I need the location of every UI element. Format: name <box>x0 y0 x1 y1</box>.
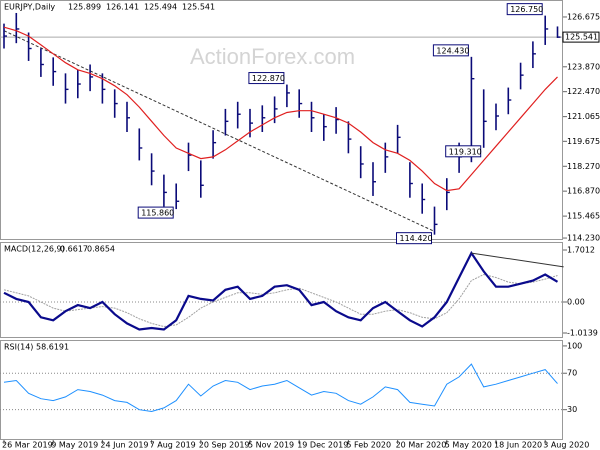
price-label-box <box>396 232 432 245</box>
watermark: ActionForex.com <box>190 44 355 69</box>
x-tick-label: 5 May 2020 <box>445 441 492 450</box>
x-tick-label: 5 Nov 2019 <box>248 441 294 450</box>
y-tick-label: 121.065 <box>567 112 600 121</box>
trend-line <box>471 252 564 268</box>
x-tick-label: 26 Mar 2019 <box>2 441 53 450</box>
price-label-box <box>137 206 174 219</box>
price-label-box <box>432 44 469 57</box>
y-tick-label: -1.0139 <box>567 328 598 337</box>
y-tick-label: 122.470 <box>567 87 600 96</box>
current-price-label: 125.541 <box>565 33 598 42</box>
y-tick-label: 123.870 <box>567 62 600 71</box>
price-label: 115.860 <box>141 209 174 218</box>
rsi-title: RSI(14) <box>4 343 33 352</box>
moving-average <box>3 26 558 192</box>
price-label: 124.430 <box>436 46 469 55</box>
x-tick-label: 9 May 2019 <box>51 441 98 450</box>
y-tick-label: 116.870 <box>567 187 600 196</box>
price-label: 122.870 <box>252 74 285 83</box>
price-label: 114.420 <box>400 234 433 243</box>
x-tick-label: 20 Mar 2020 <box>396 441 447 450</box>
close-value: 125.541 <box>182 3 215 12</box>
y-tick-label: 70 <box>567 369 577 378</box>
symbol-title: EURJPY,Daily <box>4 3 55 12</box>
low-value: 125.494 <box>144 3 177 12</box>
price-panel <box>0 0 563 240</box>
macd-panel <box>0 242 563 338</box>
y-tick-label: 30 <box>567 405 577 414</box>
indicator-line <box>3 363 558 413</box>
x-tick-label: 18 Jun 2020 <box>494 441 542 450</box>
price-label-box <box>445 145 482 158</box>
y-tick-label: 100 <box>567 341 582 350</box>
y-tick-label: 126.675 <box>567 12 600 21</box>
macd-title: MACD(12,26,9) <box>4 245 65 254</box>
y-tick-label: 115.465 <box>567 212 600 221</box>
rsi-panel <box>0 340 563 440</box>
open-value: 125.899 <box>68 3 101 12</box>
x-tick-label: 19 Dec 2019 <box>297 441 348 450</box>
x-tick-label: 3 Aug 2020 <box>543 441 589 450</box>
y-tick-label: 119.675 <box>567 137 600 146</box>
x-tick-label: 20 Sep 2019 <box>199 441 250 450</box>
y-tick-label: 1.7012 <box>567 245 595 254</box>
current-price-box <box>562 31 600 43</box>
high-value: 126.141 <box>106 3 139 12</box>
macd-value: 0.6617 <box>60 245 88 254</box>
y-tick-label: 114.230 <box>567 234 600 243</box>
indicator-line <box>3 250 559 331</box>
trend-line <box>3 30 435 232</box>
indicator-line <box>3 273 558 328</box>
y-tick-label: 0.00 <box>567 297 585 306</box>
x-tick-label: 24 Jun 2019 <box>100 441 148 450</box>
price-label-box <box>506 3 543 16</box>
y-tick-label: 118.270 <box>567 162 600 171</box>
signal-value: 0.8654 <box>87 245 115 254</box>
price-label: 119.310 <box>449 147 482 156</box>
rsi-value: 58.6191 <box>36 343 69 352</box>
price-label: 126.750 <box>510 5 543 14</box>
x-tick-label: 5 Feb 2020 <box>346 441 391 450</box>
x-tick-label: 7 Aug 2019 <box>150 441 196 450</box>
price-label-box <box>248 72 285 85</box>
